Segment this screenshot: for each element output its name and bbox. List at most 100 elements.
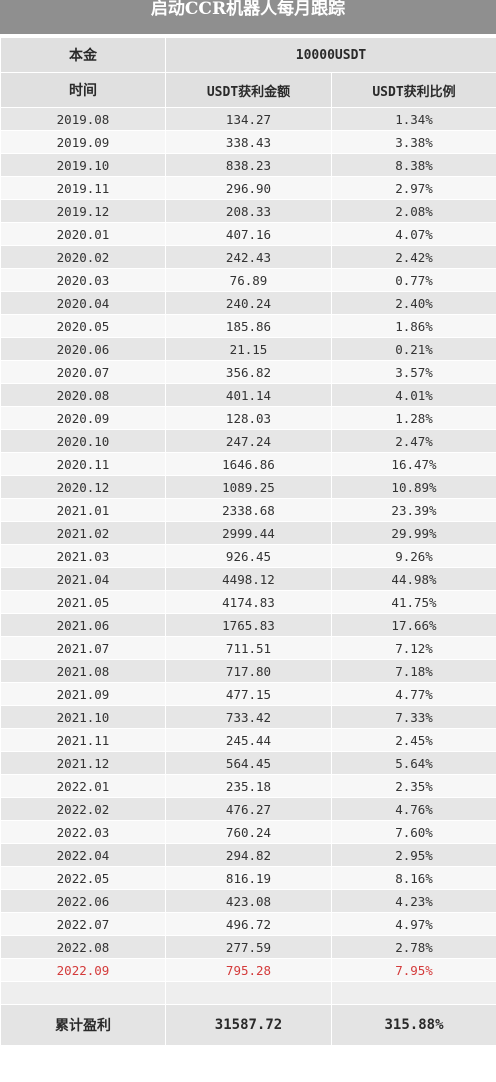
cell-ratio: 2.08% xyxy=(330,199,496,223)
cell-amount: 134.27 xyxy=(165,107,332,131)
cell-amount: 564.45 xyxy=(165,751,332,775)
table-row: 2022.03 760.24 7.60% xyxy=(0,820,496,844)
cell-amount: 21.15 xyxy=(165,337,332,361)
cell-ratio: 1.86% xyxy=(330,314,496,338)
cell-amount: 2999.44 xyxy=(165,521,332,545)
cell-month: 2019.09 xyxy=(0,130,166,154)
cell-month: 2020.04 xyxy=(0,291,166,315)
cell-month: 2020.10 xyxy=(0,429,166,453)
cell-amount: 242.43 xyxy=(165,245,332,269)
total-row: 累计盈利 31587.72 315.88% xyxy=(0,1004,496,1046)
spacer-row xyxy=(0,981,496,1005)
table-row: 2020.08 401.14 4.01% xyxy=(0,383,496,407)
table-row: 2019.09 338.43 3.38% xyxy=(0,130,496,154)
cell-ratio: 2.97% xyxy=(330,176,496,200)
cell-month: 2021.06 xyxy=(0,613,166,637)
total-label: 累计盈利 xyxy=(0,1004,166,1046)
cell-month: 2020.01 xyxy=(0,222,166,246)
cell-month: 2022.02 xyxy=(0,797,166,821)
table-row: 2019.12 208.33 2.08% xyxy=(0,199,496,223)
cell-amount: 245.44 xyxy=(165,728,332,752)
cell-ratio: 2.47% xyxy=(330,429,496,453)
cell-month: 2021.03 xyxy=(0,544,166,568)
cell-amount: 277.59 xyxy=(165,935,332,959)
cell-month: 2021.05 xyxy=(0,590,166,614)
principal-label: 本金 xyxy=(0,37,166,73)
table-row: 2021.05 4174.83 41.75% xyxy=(0,590,496,614)
table-row: 2020.11 1646.86 16.47% xyxy=(0,452,496,476)
table-row: 2022.04 294.82 2.95% xyxy=(0,843,496,867)
table-row: 2020.09 128.03 1.28% xyxy=(0,406,496,430)
total-amount: 31587.72 xyxy=(165,1004,332,1046)
cell-amount: 185.86 xyxy=(165,314,332,338)
cell-amount: 476.27 xyxy=(165,797,332,821)
table-row: 2021.10 733.42 7.33% xyxy=(0,705,496,729)
cell-ratio: 44.98% xyxy=(330,567,496,591)
cell-month: 2021.10 xyxy=(0,705,166,729)
cell-ratio: 17.66% xyxy=(330,613,496,637)
cell-ratio: 3.38% xyxy=(330,130,496,154)
cell-ratio: 7.60% xyxy=(330,820,496,844)
cell-ratio: 2.35% xyxy=(330,774,496,798)
cell-ratio: 7.18% xyxy=(330,659,496,683)
cell-month: 2020.05 xyxy=(0,314,166,338)
cell-month: 2020.02 xyxy=(0,245,166,269)
page-title: 启动CCR机器人每月跟踪 xyxy=(150,0,346,19)
table-row: 2021.09 477.15 4.77% xyxy=(0,682,496,706)
cell-ratio: 0.21% xyxy=(330,337,496,361)
cell-ratio: 7.33% xyxy=(330,705,496,729)
cell-amount: 407.16 xyxy=(165,222,332,246)
cell-ratio: 2.78% xyxy=(330,935,496,959)
cell-ratio: 2.42% xyxy=(330,245,496,269)
cell-month: 2022.01 xyxy=(0,774,166,798)
column-header-ratio: USDT获利比例 xyxy=(330,72,496,108)
table-row: 2021.08 717.80 7.18% xyxy=(0,659,496,683)
cell-month: 2021.04 xyxy=(0,567,166,591)
cell-ratio: 29.99% xyxy=(330,521,496,545)
cell-ratio: 8.38% xyxy=(330,153,496,177)
cell-ratio: 7.12% xyxy=(330,636,496,660)
cell-amount: 296.90 xyxy=(165,176,332,200)
cell-amount: 2338.68 xyxy=(165,498,332,522)
cell-amount: 1646.86 xyxy=(165,452,332,476)
cell-month: 2022.07 xyxy=(0,912,166,936)
table-row: 2022.09 795.28 7.95% xyxy=(0,958,496,982)
cell-ratio: 4.97% xyxy=(330,912,496,936)
cell-ratio: 1.34% xyxy=(330,107,496,131)
cell-amount: 235.18 xyxy=(165,774,332,798)
table-row: 2022.02 476.27 4.76% xyxy=(0,797,496,821)
cell-ratio: 41.75% xyxy=(330,590,496,614)
cell-amount: 247.24 xyxy=(165,429,332,453)
cell-month: 2021.08 xyxy=(0,659,166,683)
cell-month: 2022.09 xyxy=(0,958,166,982)
cell-ratio: 7.95% xyxy=(330,958,496,982)
table-row: 2020.10 247.24 2.47% xyxy=(0,429,496,453)
table-row: 2022.07 496.72 4.97% xyxy=(0,912,496,936)
cell-month: 2019.12 xyxy=(0,199,166,223)
cell-amount: 240.24 xyxy=(165,291,332,315)
table-row: 2021.02 2999.44 29.99% xyxy=(0,521,496,545)
cell-month: 2021.01 xyxy=(0,498,166,522)
cell-ratio: 10.89% xyxy=(330,475,496,499)
cell-amount: 496.72 xyxy=(165,912,332,936)
cell-amount: 208.33 xyxy=(165,199,332,223)
cell-ratio: 8.16% xyxy=(330,866,496,890)
cell-amount: 76.89 xyxy=(165,268,332,292)
page-title-bar: 启动CCR机器人每月跟踪 xyxy=(0,0,496,34)
cell-month: 2022.04 xyxy=(0,843,166,867)
column-header-amount: USDT获利金额 xyxy=(165,72,332,108)
table-row: 2021.11 245.44 2.45% xyxy=(0,728,496,752)
cell-month: 2022.03 xyxy=(0,820,166,844)
table-row: 2019.11 296.90 2.97% xyxy=(0,176,496,200)
total-ratio: 315.88% xyxy=(330,1004,496,1046)
cell-month: 2020.11 xyxy=(0,452,166,476)
table-row: 2020.04 240.24 2.40% xyxy=(0,291,496,315)
cell-amount: 711.51 xyxy=(165,636,332,660)
cell-amount: 338.43 xyxy=(165,130,332,154)
cell-month: 2019.11 xyxy=(0,176,166,200)
cell-ratio: 0.77% xyxy=(330,268,496,292)
cell-amount: 838.23 xyxy=(165,153,332,177)
column-header-month: 时间 xyxy=(0,72,166,108)
table-row: 2022.06 423.08 4.23% xyxy=(0,889,496,913)
cell-month: 2020.09 xyxy=(0,406,166,430)
